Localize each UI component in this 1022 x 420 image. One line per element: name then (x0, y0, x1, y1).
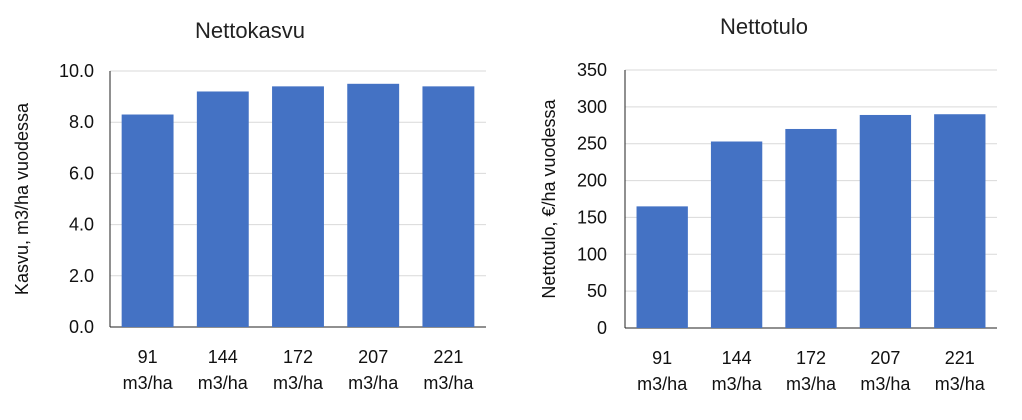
bar (272, 86, 324, 327)
x-tick-unit-label: m3/ha (348, 373, 399, 393)
bar (710, 141, 763, 328)
bar (785, 128, 837, 328)
x-tick-unit-label: m3/ha (637, 374, 688, 394)
x-tick-label: 172 (796, 348, 826, 368)
x-tick-unit-label: m3/ha (860, 374, 911, 394)
chart-nettotulo: Nettotulo Nettotulo, €/ha vuodessa 0 50 100 1… (539, 14, 997, 394)
bar (347, 83, 400, 327)
x-tick-unit-label: m3/ha (123, 373, 174, 393)
x-tick-label: 144 (208, 347, 238, 367)
y-tick-label: 250 (577, 134, 607, 154)
y-tick-label: 8.0 (69, 112, 94, 132)
bar (196, 91, 249, 327)
x-tick-label: 221 (433, 347, 463, 367)
x-tick-unit-label: m3/ha (273, 373, 324, 393)
y-tick-label: 6.0 (69, 163, 94, 183)
bar (859, 114, 912, 328)
y-tick-label: 50 (587, 281, 607, 301)
y-tick-label: 2.0 (69, 266, 94, 286)
y-tick-label: 0.0 (69, 317, 94, 337)
x-tick-unit-label: m3/ha (423, 373, 474, 393)
x-tick-label: 144 (722, 348, 752, 368)
bar (934, 114, 986, 328)
y-axis-label: Kasvu, m3/ha vuodessa (12, 102, 32, 295)
y-tick-label: 0 (597, 318, 607, 338)
chart-nettokasvu: Nettokasvu Kasvu, m3/ha vuodessa 0.0 2.0 4.0… (12, 18, 486, 393)
x-tick-label: 91 (138, 347, 158, 367)
x-tick-label: 172 (283, 347, 313, 367)
chart-title: Nettotulo (720, 14, 808, 39)
bar (636, 206, 688, 328)
y-tick-label: 200 (577, 171, 607, 191)
x-tick-unit-label: m3/ha (786, 374, 837, 394)
chart-title: Nettokasvu (195, 18, 305, 43)
y-tick-label: 10.0 (59, 61, 94, 81)
x-tick-label: 207 (870, 348, 900, 368)
x-tick-unit-label: m3/ha (712, 374, 763, 394)
x-tick-label: 207 (358, 347, 388, 367)
x-tick-label: 221 (945, 348, 975, 368)
x-tick-label: 91 (652, 348, 672, 368)
y-tick-label: 300 (577, 97, 607, 117)
y-tick-label: 350 (577, 60, 607, 80)
bar (422, 86, 475, 327)
y-axis-label: Nettotulo, €/ha vuodessa (539, 98, 559, 298)
bar (121, 114, 174, 328)
y-tick-label: 150 (577, 207, 607, 227)
y-tick-label: 4.0 (69, 215, 94, 235)
y-tick-label: 100 (577, 244, 607, 264)
x-tick-unit-label: m3/ha (198, 373, 249, 393)
x-tick-unit-label: m3/ha (935, 374, 986, 394)
